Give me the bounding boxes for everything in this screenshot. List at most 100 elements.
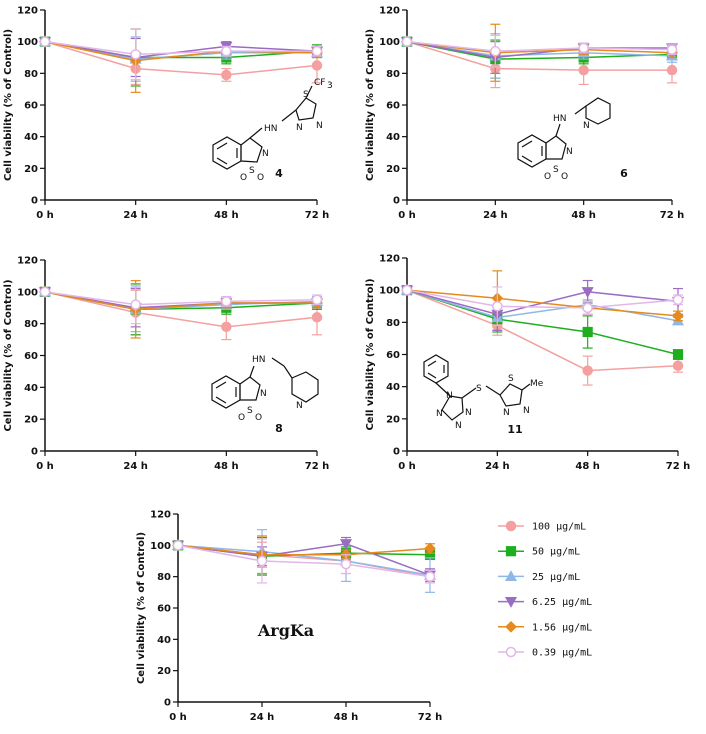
legend-label: 50 μg/mL (532, 547, 580, 558)
y-tick-label: 40 (24, 132, 38, 143)
data-point (221, 296, 232, 307)
y-tick-label: 100 (379, 37, 400, 48)
y-tick-label: 120 (17, 6, 38, 17)
data-point (130, 49, 141, 60)
legend-marker (505, 546, 517, 557)
legend-label: 100 μg/mL (532, 522, 586, 533)
legend-label: 0.39 μg/mL (532, 648, 592, 659)
data-point (311, 294, 323, 306)
y-tick-label: 120 (150, 510, 171, 521)
series-1 (401, 36, 678, 79)
data-point (401, 36, 413, 47)
svg-text:HN: HN (252, 355, 266, 365)
data-point (339, 539, 353, 551)
svg-text:N: N (296, 123, 303, 133)
x-tick-label: 0 h (36, 461, 54, 472)
series-line (406, 40, 672, 71)
series-2 (171, 529, 437, 593)
svg-text:N: N (296, 401, 303, 411)
y-tick-label: 0 (393, 196, 400, 207)
legend-marker (504, 570, 518, 582)
y-tick-label: 40 (157, 635, 171, 646)
series-5 (401, 284, 684, 327)
y-tick-label: 20 (386, 164, 400, 175)
svg-text:O: O (544, 172, 551, 182)
y-tick-label: 0 (393, 447, 400, 458)
series-4 (39, 280, 323, 339)
svg-text:S: S (476, 384, 482, 394)
data-point (672, 360, 684, 372)
x-tick-label: 48 h (571, 210, 596, 221)
data-point (672, 294, 684, 306)
data-point (666, 44, 678, 55)
svg-text:S: S (303, 90, 309, 100)
x-tick-label: 0 h (36, 210, 54, 221)
data-point (666, 64, 678, 76)
legend-marker (504, 596, 518, 608)
x-tick-label: 24 h (250, 712, 275, 723)
data-point (172, 540, 184, 551)
y-axis-label: Cell viability (% of Control) (136, 532, 147, 684)
svg-text:N: N (260, 389, 267, 399)
series-3 (171, 536, 437, 582)
x-tick-label: 48 h (214, 210, 239, 221)
x-tick-label: 24 h (483, 210, 508, 221)
y-tick-label: 80 (24, 319, 38, 330)
y-tick-label: 100 (17, 37, 38, 48)
structure-8-drawing (211, 357, 319, 409)
series-0 (401, 36, 678, 89)
svg-text:O: O (240, 173, 247, 183)
data-point (578, 64, 589, 76)
data-point (311, 312, 323, 323)
svg-text:N: N (316, 121, 323, 131)
series-line (177, 542, 431, 576)
y-tick-label: 80 (386, 69, 400, 80)
y-tick-label: 20 (386, 414, 400, 425)
legend-item: 0.39 μg/mL (498, 646, 592, 659)
series-0 (39, 36, 323, 86)
y-axis-label: Cell viability (% of Control) (365, 29, 376, 181)
svg-text:HN: HN (264, 124, 278, 134)
series-line (406, 40, 672, 59)
svg-text:3: 3 (327, 81, 333, 91)
chart-panel-ArgKa: 0 20 40 60 80 100 120 0 h 24 h 48 h 72 h Cell viabi… (136, 510, 442, 724)
y-axis-label: Cell viability (% of Control) (365, 278, 376, 430)
compound-label: 4 (275, 167, 283, 180)
y-axis-label: Cell viability (% of Control) (3, 29, 14, 181)
data-point (490, 45, 501, 57)
series-5 (172, 538, 436, 584)
structure-6-text: HN N S O O N (544, 114, 590, 182)
x-tick-label: 24 h (123, 210, 148, 221)
y-tick-label: 20 (157, 666, 171, 677)
series-line (406, 40, 673, 60)
data-point (582, 326, 593, 338)
svg-text:N: N (262, 149, 269, 159)
series-line (406, 289, 679, 322)
legend-item: 100 μg/mL (498, 520, 586, 533)
data-point (582, 302, 593, 314)
svg-text:O: O (238, 413, 245, 423)
series-2 (38, 35, 324, 82)
data-point (578, 42, 589, 54)
data-point (581, 287, 594, 299)
series-line (406, 289, 679, 317)
svg-text:O: O (257, 173, 264, 183)
x-tick-label: 0 h (169, 712, 187, 723)
data-point (221, 321, 232, 333)
y-tick-label: 60 (386, 350, 400, 361)
chart-panel-11: 0 20 40 60 80 100 120 0 h 24 h 48 h 72 h Cell viabi… (365, 254, 690, 473)
svg-text:N: N (523, 406, 530, 416)
x-tick-label: 72 h (660, 210, 685, 221)
data-point (311, 45, 323, 57)
compound-label: 8 (275, 422, 283, 435)
y-tick-label: 120 (379, 6, 400, 17)
compound-label: 11 (507, 423, 522, 436)
x-tick-label: 48 h (214, 461, 239, 472)
legend: 100 μg/mL 50 μg/mL 25 μg/mL 6.25 μg/mL 1.56 … (498, 520, 592, 659)
y-tick-label: 40 (386, 382, 400, 393)
series-line (177, 544, 431, 556)
data-point (256, 555, 268, 567)
y-tick-label: 60 (24, 101, 38, 112)
svg-text:CF: CF (314, 78, 325, 88)
